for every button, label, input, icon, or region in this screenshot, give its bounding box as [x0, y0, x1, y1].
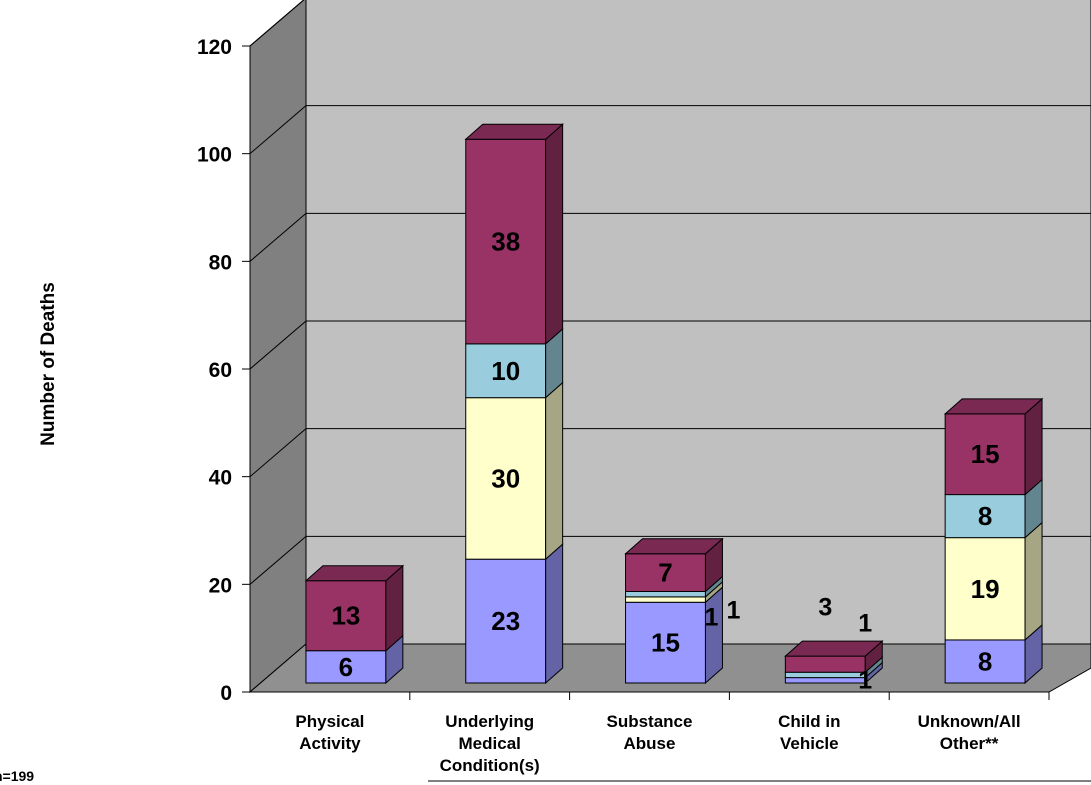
- y-tick-label: 120: [197, 36, 232, 59]
- category-labels: Physical Activity Underlying Medical Conditi…: [295, 712, 1020, 775]
- category-label: Vehicle: [780, 734, 839, 753]
- bar-segment: [625, 586, 723, 685]
- data-label: 15: [971, 439, 1000, 469]
- data-label: 6: [339, 652, 353, 682]
- y-axis-label: Number of Deaths: [38, 282, 59, 446]
- bars: [304, 123, 1044, 685]
- data-label: 10: [491, 356, 520, 386]
- category-label: Medical: [459, 734, 521, 753]
- bar-front: [625, 596, 706, 603]
- data-label: 3: [818, 594, 832, 622]
- category-label: Physical: [295, 712, 364, 731]
- bar-segment: [784, 639, 884, 674]
- data-label: 38: [491, 227, 520, 257]
- data-label: 1: [858, 610, 872, 638]
- data-label: 19: [971, 574, 1000, 604]
- bar-top: [943, 398, 1044, 415]
- category-label: Condition(s): [440, 756, 540, 775]
- chart-gridlines: [249, 0, 1091, 585]
- side-wall: [249, 0, 307, 694]
- gridline: [249, 428, 1091, 478]
- data-label: 30: [491, 463, 520, 493]
- bar-segment: [465, 381, 564, 561]
- y-tick-label: 100: [197, 144, 232, 167]
- y-tick-label: 60: [209, 359, 232, 382]
- bar-front: [784, 671, 866, 679]
- y-tick-label: 80: [209, 251, 232, 274]
- bar-front: [305, 650, 387, 684]
- bar-front: [784, 677, 866, 684]
- bar-front: [465, 138, 547, 345]
- category-label: Child in: [778, 712, 840, 731]
- bar-front: [625, 590, 706, 598]
- data-label: 7: [658, 558, 672, 588]
- bar-side: [545, 123, 564, 345]
- data-label: 15: [651, 628, 680, 658]
- bar-segment: [465, 327, 564, 399]
- sample-size-note: n=199: [0, 768, 34, 784]
- data-label: 1: [704, 604, 718, 632]
- category-label: Abuse: [624, 734, 676, 753]
- bar-side: [545, 381, 564, 561]
- bar-segment: [943, 397, 1044, 496]
- gridline: [249, 212, 1091, 262]
- bar-front: [465, 397, 547, 560]
- bar-segment: [944, 521, 1043, 642]
- bar-segment: [944, 623, 1043, 685]
- bar-segment: [304, 564, 405, 652]
- category-label: Other**: [940, 734, 999, 753]
- gridline: [249, 535, 1091, 585]
- bar-segment: [624, 537, 724, 593]
- bar-side: [545, 543, 564, 685]
- y-axis: 0 20 40 60 80 100 120: [197, 36, 1050, 705]
- bar-side: [704, 586, 723, 685]
- y-tick-label: 0: [220, 682, 232, 705]
- data-label: 8: [978, 501, 992, 531]
- data-label: 23: [491, 606, 520, 636]
- bar-front: [944, 639, 1026, 684]
- data-label: 8: [978, 646, 992, 676]
- category-label: Substance: [607, 712, 693, 731]
- category-label: Activity: [299, 734, 361, 753]
- bar-segment: [305, 634, 404, 685]
- bar-side: [1024, 397, 1043, 496]
- bar-top: [464, 123, 564, 140]
- bar-front: [784, 655, 866, 673]
- bar-top: [624, 538, 724, 555]
- data-label: 13: [331, 601, 360, 631]
- bar-front: [305, 580, 387, 652]
- gridline: [249, 0, 305, 47]
- data-label: 1: [726, 596, 740, 624]
- category-label: Unknown/All: [918, 712, 1021, 731]
- category-label: Underlying: [445, 712, 534, 731]
- data-label: 1: [858, 666, 872, 694]
- bar-segment: [465, 543, 564, 685]
- gridline: [249, 320, 1091, 370]
- gridline: [249, 105, 1091, 155]
- bar-top: [784, 640, 884, 657]
- y-tick-label: 40: [209, 467, 232, 490]
- bar-segment: [464, 123, 564, 345]
- bar-top: [304, 565, 405, 582]
- y-tick-label: 20: [209, 574, 232, 597]
- bar-front: [465, 558, 547, 684]
- bar-side: [1024, 521, 1043, 642]
